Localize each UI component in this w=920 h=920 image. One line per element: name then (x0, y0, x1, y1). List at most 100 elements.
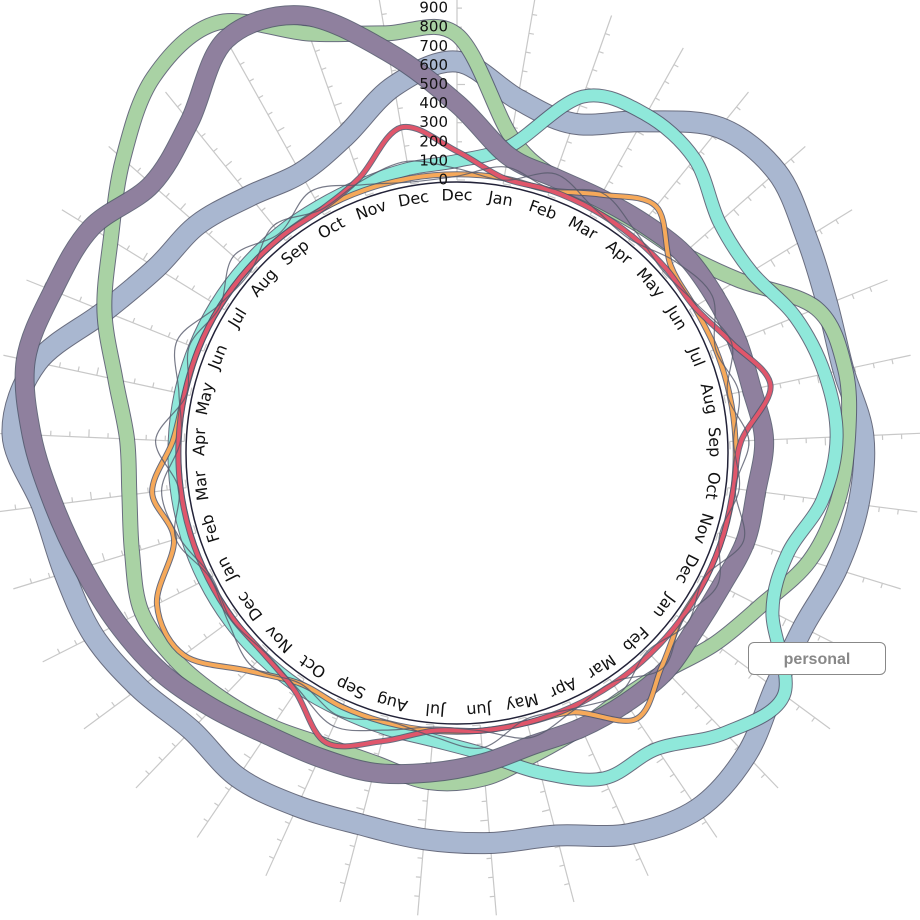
tick-mark (187, 645, 192, 650)
tick-mark (380, 714, 389, 718)
y-tick-label: 900 (419, 0, 448, 17)
category-label: Dec (233, 588, 267, 624)
tick-mark (639, 649, 647, 657)
tick-mark (397, 107, 403, 110)
tick-mark (517, 716, 526, 720)
tick-mark (705, 718, 713, 726)
tick-mark (324, 733, 330, 738)
category-label: Dec (442, 186, 473, 205)
tick-mark (811, 717, 816, 722)
tick-mark (232, 608, 238, 616)
category-label: Sep (705, 427, 725, 458)
tick-mark (267, 111, 273, 116)
tick-mark (276, 126, 285, 132)
tick-mark (353, 157, 359, 161)
tick-mark (203, 343, 208, 352)
tick-mark (77, 366, 80, 372)
tick-mark (14, 504, 17, 510)
tick-mark (239, 61, 245, 66)
tick-mark (96, 367, 100, 376)
y-tick-label: 500 (419, 75, 448, 93)
tick-mark (726, 487, 729, 496)
tick-mark (528, 32, 534, 35)
tick-mark (688, 309, 695, 317)
tick-mark (734, 746, 739, 751)
tick-mark (213, 147, 218, 152)
tick-mark (770, 259, 776, 267)
category-label: Jul (684, 343, 709, 369)
tick-mark (165, 192, 170, 198)
tick-mark (139, 544, 142, 550)
tick-mark (77, 215, 82, 221)
tick-mark (835, 219, 839, 225)
tick-mark (676, 180, 681, 185)
tick-mark (816, 375, 820, 384)
series-layer (1, 5, 876, 855)
tick-mark (349, 844, 355, 848)
tick-mark (159, 596, 163, 602)
tick-mark (222, 243, 228, 248)
tick-mark (564, 882, 570, 886)
tick-mark (258, 94, 264, 99)
tick-mark (598, 50, 604, 54)
series-line (2, 51, 875, 854)
tick-mark (786, 249, 791, 255)
category-label: Apr (189, 427, 209, 456)
tick-mark (132, 317, 136, 323)
tick-mark (733, 209, 740, 216)
tick-mark (237, 255, 242, 261)
tick-mark (547, 195, 556, 199)
y-tick-label: 700 (419, 37, 448, 55)
tick-mark (560, 159, 566, 162)
tick-mark (712, 136, 717, 141)
tick-mark (166, 485, 168, 491)
category-label: Oct (296, 651, 330, 682)
spoke (547, 15, 613, 196)
tick-mark (224, 786, 230, 791)
series-line (155, 166, 750, 749)
tick-mark (391, 69, 397, 72)
tick-mark (126, 245, 131, 251)
tick-mark (71, 497, 74, 503)
tick-mark (201, 132, 206, 138)
tick-mark (356, 807, 365, 811)
tick-mark (790, 158, 795, 164)
category-label: Mar (190, 469, 213, 502)
tick-mark (891, 359, 894, 365)
tick-mark (171, 742, 177, 748)
tick-mark (308, 768, 314, 772)
tick-mark (601, 788, 610, 793)
tick-mark (179, 203, 187, 210)
category-label: Jul (425, 700, 447, 721)
tick-mark (880, 583, 883, 589)
tick-mark (878, 507, 880, 513)
tick-mark (579, 104, 588, 109)
category-label: Aug (697, 381, 722, 416)
tick-mark (602, 678, 611, 685)
category-label: Apr (546, 674, 579, 703)
tick-mark (120, 550, 124, 556)
tick-mark (278, 707, 284, 712)
tick-mark (525, 51, 531, 54)
tick-mark (378, 733, 384, 737)
tick-mark (853, 367, 857, 373)
tick-mark (747, 196, 752, 202)
tick-mark (224, 687, 229, 692)
tooltip[interactable]: personal (748, 642, 886, 675)
tick-mark (862, 577, 865, 583)
tick-mark (819, 229, 823, 235)
tick-mark (177, 103, 182, 108)
tick-mark (566, 141, 572, 144)
tick-mark (736, 106, 741, 111)
tick-mark (237, 673, 243, 679)
tick-mark (167, 332, 171, 338)
tick-mark (89, 491, 93, 500)
tick-mark (701, 821, 707, 825)
tick-mark (261, 644, 269, 651)
tick-mark (268, 855, 274, 859)
category-label: Aug (374, 690, 409, 716)
category-label: Apr (602, 236, 636, 268)
tick-mark (237, 177, 242, 182)
